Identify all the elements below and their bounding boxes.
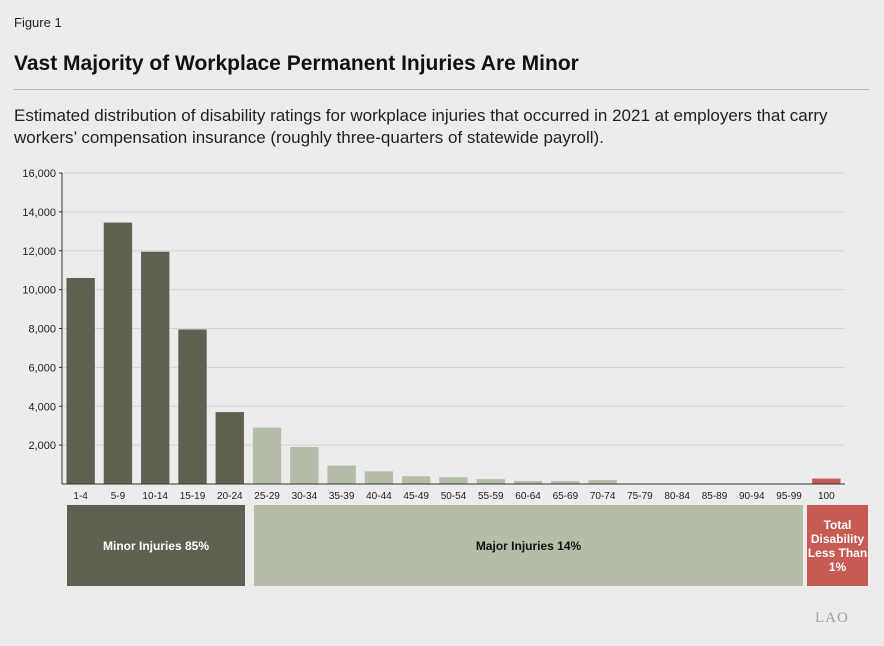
x-tick-label: 40-44 xyxy=(366,491,392,502)
minor-injuries-band: Minor Injuries 85% xyxy=(67,505,245,586)
bar-1-4 xyxy=(66,277,95,484)
x-tick-label: 70-74 xyxy=(590,491,616,502)
y-tick-label: 14,000 xyxy=(22,207,56,219)
gridlines xyxy=(62,172,845,446)
x-tick-label: 100 xyxy=(818,491,835,502)
y-tick-label: 16,000 xyxy=(22,168,56,180)
y-tick-labels: 2,000 4,000 6,000 8,000 10,000 12,000 14,000 16… xyxy=(22,168,56,452)
bar-55-59 xyxy=(476,479,505,484)
bar-40-44 xyxy=(364,471,394,484)
x-tick-label: 10-14 xyxy=(142,491,168,502)
x-tick-label: 50-54 xyxy=(441,491,467,502)
axes xyxy=(59,172,845,485)
x-tick-label: 95-99 xyxy=(776,491,802,502)
x-tick-label: 25-29 xyxy=(254,491,280,502)
y-tick-label: 12,000 xyxy=(22,246,56,258)
x-tick-label: 45-49 xyxy=(403,491,429,502)
bar-65-69 xyxy=(551,481,580,484)
bar-5-9 xyxy=(103,222,133,485)
y-tick-label: 8,000 xyxy=(28,324,56,336)
bar-30-34 xyxy=(290,447,319,484)
x-tick-label: 20-24 xyxy=(217,491,243,502)
lao-logo: LAO xyxy=(815,610,849,626)
x-tick-label: 15-19 xyxy=(180,491,206,502)
total-disability-line-2: Disability xyxy=(810,531,865,546)
chart-subtitle: Estimated distribution of disability rat… xyxy=(14,106,828,147)
x-tick-label: 90-94 xyxy=(739,491,765,502)
x-tick-label: 60-64 xyxy=(515,491,541,502)
total-disability-line-1: Total xyxy=(823,517,852,532)
total-disability-label: Total Disability Less Than 1% xyxy=(808,518,867,574)
x-tick-label: 55-59 xyxy=(478,491,504,502)
bar-25-29 xyxy=(252,427,282,484)
minor-injuries-label: Minor Injuries 85% xyxy=(102,538,210,553)
y-tick-label: 6,000 xyxy=(28,362,56,374)
y-tick-label: 4,000 xyxy=(28,401,56,413)
x-tick-label: 80-84 xyxy=(664,491,690,502)
title-divider xyxy=(14,89,870,90)
bar-35-39 xyxy=(327,465,356,484)
total-disability-line-4: 1% xyxy=(828,559,847,574)
x-tick-label: 75-79 xyxy=(627,491,653,502)
x-tick-label: 5-9 xyxy=(111,491,126,502)
total-disability-band: Total Disability Less Than 1% xyxy=(807,505,868,586)
total-disability-line-3: Less Than xyxy=(807,545,868,560)
chart-title: Vast Majority of Workplace Permanent Inj… xyxy=(14,52,579,75)
x-tick-label: 30-34 xyxy=(292,491,318,502)
bar-20-24 xyxy=(215,412,244,484)
x-tick-label: 65-69 xyxy=(553,491,579,502)
bar-100 xyxy=(812,478,841,484)
x-tick-label: 35-39 xyxy=(329,491,355,502)
major-injuries-band: Major Injuries 14% xyxy=(254,505,803,586)
bars xyxy=(66,222,841,485)
figure-label: Figure 1 xyxy=(14,15,62,30)
y-tick-label: 2,000 xyxy=(28,440,56,452)
x-tick-label: 85-89 xyxy=(702,491,728,502)
bar-60-64 xyxy=(513,481,543,484)
x-tick-labels: 1-4 5-9 10-14 15-19 20-24 25-29 30-34 35-39 40-4… xyxy=(73,491,835,502)
bar-50-54 xyxy=(439,477,468,484)
bar-15-19 xyxy=(178,329,207,484)
major-injuries-label: Major Injuries 14% xyxy=(475,538,582,553)
bar-45-49 xyxy=(402,476,431,484)
y-tick-label: 10,000 xyxy=(22,285,56,297)
bar-10-14 xyxy=(141,251,170,484)
bar-70-74 xyxy=(588,480,617,484)
x-tick-label: 1-4 xyxy=(73,491,88,502)
